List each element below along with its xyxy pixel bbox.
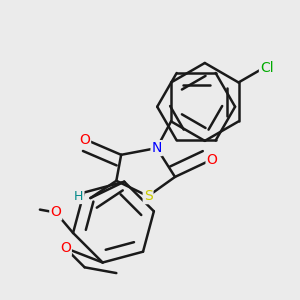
Text: O: O [50,206,61,220]
Text: O: O [79,134,90,147]
Text: O: O [207,153,218,167]
Text: H: H [74,190,83,203]
Text: Cl: Cl [260,61,274,75]
Text: N: N [152,141,162,155]
Text: S: S [144,189,152,203]
Text: O: O [60,241,71,255]
